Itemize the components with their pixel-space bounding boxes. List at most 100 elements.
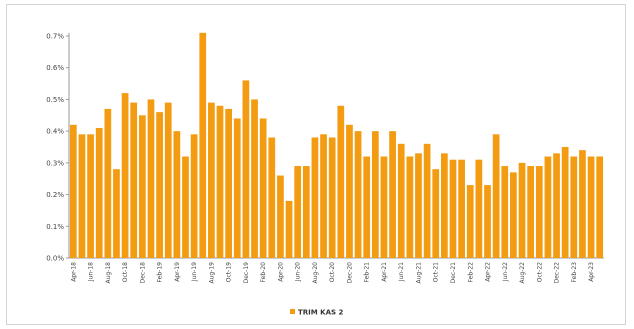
bar bbox=[527, 166, 535, 258]
x-tick-label: Apr-22 bbox=[485, 262, 492, 282]
bar bbox=[113, 169, 120, 258]
bar bbox=[251, 99, 258, 259]
x-tick-label: Feb-23 bbox=[571, 262, 578, 283]
bar bbox=[294, 166, 302, 258]
bar-series bbox=[69, 32, 604, 259]
bar bbox=[242, 80, 250, 259]
bar bbox=[320, 134, 327, 258]
bar bbox=[173, 131, 181, 258]
x-axis-ticks: Apr-18 Jun-18 Aug-18 Oct-18 Dec-18 Feb-19 Apr-… bbox=[70, 262, 595, 284]
x-tick-label: Feb-22 bbox=[467, 262, 474, 283]
bar bbox=[406, 156, 414, 258]
bar bbox=[397, 143, 405, 258]
bar bbox=[225, 108, 232, 258]
bar bbox=[346, 124, 353, 258]
bar bbox=[466, 185, 474, 258]
x-tick-label: Jun-18 bbox=[88, 262, 95, 282]
bar bbox=[518, 162, 526, 258]
bar bbox=[216, 105, 224, 259]
bar bbox=[535, 166, 543, 258]
x-tick-label: Oct-18 bbox=[122, 262, 129, 282]
bar bbox=[199, 32, 207, 258]
y-tick-label: 0.6% bbox=[46, 64, 64, 72]
bar bbox=[363, 156, 371, 258]
x-tick-label: Apr-23 bbox=[588, 262, 595, 282]
bar bbox=[544, 156, 552, 258]
bar bbox=[78, 134, 86, 258]
bar bbox=[233, 118, 241, 259]
bar bbox=[302, 166, 310, 258]
bar bbox=[337, 105, 345, 259]
x-tick-label: Jun-20 bbox=[295, 262, 302, 282]
bar bbox=[579, 150, 586, 258]
x-tick-label: Feb-21 bbox=[364, 262, 371, 283]
bar bbox=[147, 99, 155, 259]
chart-frame: 0.0% 0.1% 0.2% 0.3% 0.4% 0.5% 0.6% 0.7% Apr-18 J… bbox=[6, 4, 626, 325]
bar bbox=[69, 124, 77, 258]
x-tick-label: Aug-21 bbox=[415, 262, 422, 284]
bar bbox=[156, 112, 163, 258]
bar bbox=[561, 147, 569, 258]
x-tick-label: Aug-19 bbox=[208, 262, 215, 284]
x-tick-label: Aug-22 bbox=[519, 262, 526, 284]
x-tick-label: Jun-21 bbox=[398, 262, 405, 282]
x-tick-label: Oct-21 bbox=[433, 262, 440, 282]
bar bbox=[432, 169, 440, 258]
bar bbox=[311, 137, 319, 258]
bar bbox=[458, 159, 465, 258]
bar bbox=[354, 131, 362, 258]
bar bbox=[492, 134, 500, 258]
bar bbox=[415, 153, 422, 258]
y-axis-ticks: 0.0% 0.1% 0.2% 0.3% 0.4% 0.5% 0.6% 0.7% bbox=[46, 33, 69, 263]
x-tick-label: Dec-20 bbox=[346, 262, 353, 284]
bar bbox=[371, 131, 379, 258]
x-tick-label: Dec-18 bbox=[139, 262, 146, 284]
legend: TRIM KAS 2 bbox=[290, 309, 343, 317]
bar bbox=[501, 166, 509, 258]
y-tick-label: 0.7% bbox=[46, 33, 64, 41]
bar bbox=[389, 131, 396, 258]
legend-label: TRIM KAS 2 bbox=[298, 309, 343, 317]
bar bbox=[484, 185, 491, 258]
x-tick-label: Oct-19 bbox=[226, 262, 233, 282]
bar bbox=[104, 108, 112, 258]
bar bbox=[87, 134, 94, 258]
bar bbox=[553, 153, 560, 258]
x-tick-label: Apr-21 bbox=[381, 262, 388, 282]
bar bbox=[190, 134, 198, 258]
x-tick-label: Dec-19 bbox=[243, 262, 250, 284]
bar bbox=[449, 159, 457, 258]
bar bbox=[130, 102, 138, 258]
x-tick-label: Aug-20 bbox=[312, 262, 319, 284]
bar bbox=[510, 172, 517, 258]
bar bbox=[475, 159, 483, 258]
bar bbox=[95, 127, 103, 258]
x-tick-label: Feb-19 bbox=[157, 262, 164, 283]
x-tick-label: Oct-20 bbox=[329, 262, 336, 282]
x-tick-label: Jun-22 bbox=[502, 262, 509, 282]
x-tick-label: Dec-21 bbox=[450, 262, 457, 284]
y-tick-label: 0.0% bbox=[46, 255, 64, 263]
bar bbox=[441, 153, 448, 258]
y-tick-label: 0.2% bbox=[46, 191, 64, 199]
x-tick-label: Apr-20 bbox=[277, 262, 284, 282]
bar bbox=[121, 93, 129, 258]
x-tick-label: Apr-18 bbox=[70, 262, 77, 282]
bar bbox=[138, 115, 146, 258]
bar bbox=[570, 156, 578, 258]
y-tick-label: 0.5% bbox=[46, 96, 64, 104]
x-tick-label: Oct-22 bbox=[536, 262, 543, 282]
bar bbox=[268, 137, 276, 258]
bar bbox=[596, 156, 604, 258]
bar bbox=[423, 143, 431, 258]
bar bbox=[208, 102, 215, 258]
bar bbox=[277, 175, 284, 258]
bar bbox=[328, 137, 336, 258]
bar bbox=[182, 156, 189, 258]
bar bbox=[587, 156, 595, 258]
x-tick-label: Apr-19 bbox=[174, 262, 181, 282]
bar bbox=[259, 118, 267, 259]
x-tick-label: Feb-20 bbox=[260, 262, 267, 283]
bar-chart: 0.0% 0.1% 0.2% 0.3% 0.4% 0.5% 0.6% 0.7% Apr-18 J… bbox=[46, 32, 604, 317]
x-tick-label: Dec-22 bbox=[554, 262, 561, 284]
